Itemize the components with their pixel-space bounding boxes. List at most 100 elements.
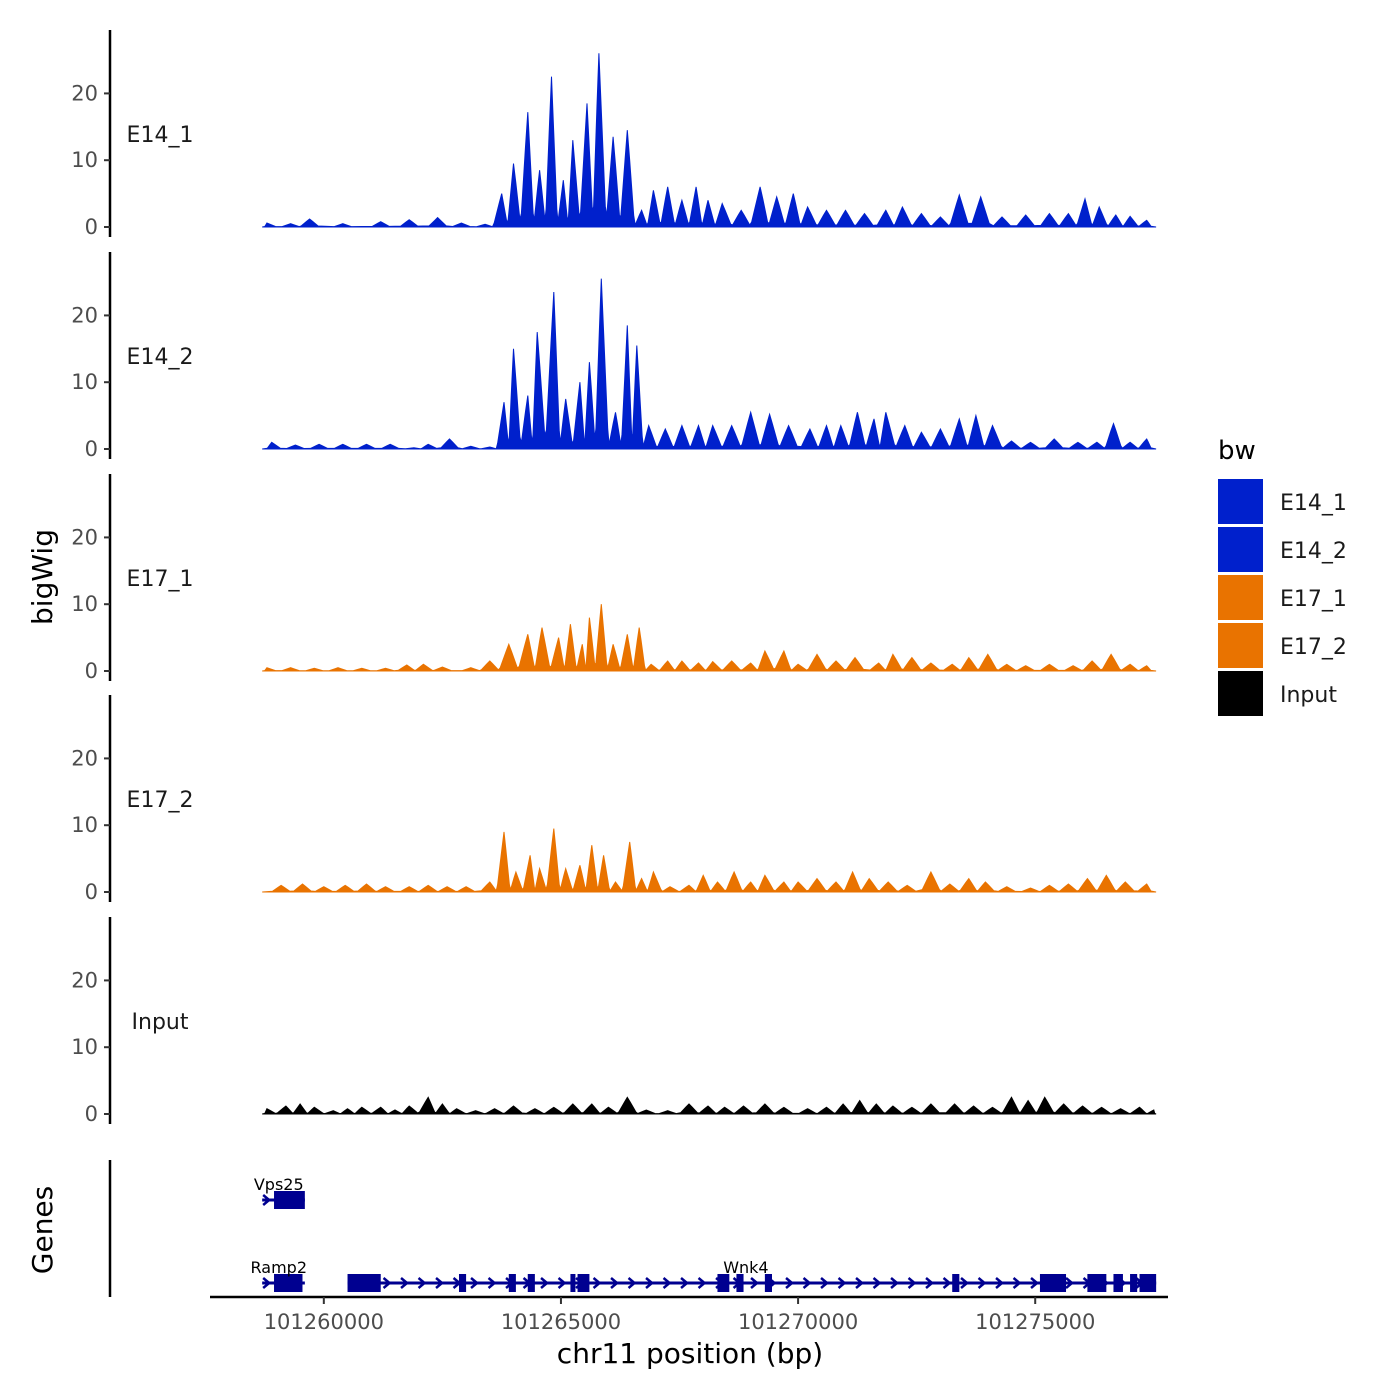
strand-chevron: [802, 1277, 812, 1289]
track-e14-1: 0 10 20 E14_1: [71, 30, 1157, 239]
y-tick-label: 20: [71, 968, 98, 992]
signal-area-e14_2: [262, 278, 1157, 450]
gene-label: Wnk4: [723, 1258, 768, 1277]
y-tick-label: 20: [71, 303, 98, 327]
strand-chevron: [942, 1277, 952, 1289]
signal-area-e17_1: [262, 604, 1157, 672]
y-tick-label: 10: [71, 370, 98, 394]
exon: [570, 1274, 576, 1292]
exon: [527, 1274, 535, 1292]
strand-chevron: [262, 1277, 272, 1289]
y-tick-label: 0: [85, 437, 98, 461]
track-label: E17_2: [127, 788, 194, 813]
exon: [347, 1274, 381, 1292]
x-axis: 101260000 101265000 101270000 101275000: [210, 1295, 1168, 1334]
strand-chevron: [925, 1277, 934, 1289]
y-tick-label: 0: [85, 880, 98, 904]
legend-swatch-e17_2: [1218, 623, 1263, 668]
exon: [717, 1274, 730, 1292]
strand-chevron: [890, 1277, 899, 1289]
strand-chevron: [610, 1277, 619, 1289]
strand-chevron: [645, 1277, 654, 1289]
strand-chevron: [995, 1277, 1004, 1289]
gene-vps25: Vps25: [254, 1175, 305, 1209]
track-label: E17_1: [127, 567, 194, 592]
exon: [1130, 1274, 1138, 1292]
exon: [1087, 1274, 1107, 1292]
y-tick-label: 20: [71, 525, 98, 549]
legend-swatch-e17_1: [1218, 575, 1263, 620]
signal-area-e17_2: [262, 828, 1157, 893]
x-tick-label: 101270000: [738, 1310, 858, 1334]
x-tick-label: 101265000: [501, 1310, 621, 1334]
legend-label: E14_1: [1280, 491, 1347, 516]
track-input: 0 10 20 Input: [71, 917, 1157, 1126]
signal-area-input: [262, 1096, 1157, 1115]
track-e14-2: 0 10 20 E14_2: [71, 252, 1157, 461]
track-e17-2: 0 10 20 E17_2: [71, 695, 1157, 904]
exon: [736, 1274, 744, 1292]
gene-label: Vps25: [254, 1175, 304, 1194]
legend-swatch-input: [1218, 671, 1263, 716]
x-axis-title: chr11 position (bp): [557, 1337, 823, 1370]
strand-chevron: [662, 1277, 672, 1289]
exon: [1113, 1274, 1123, 1292]
genes-track: Vps25 Ramp2 Wnk4: [108, 1160, 1157, 1297]
strand-chevron: [262, 1194, 272, 1206]
y-tick-label: 20: [71, 81, 98, 105]
signal-tracks: 0 10 20 E14_1 0 10 20 E14_2 0 10 20 E17_1 0 10 20 E17_2…: [71, 30, 1157, 1126]
strand-chevron: [557, 1277, 567, 1289]
strand-chevron: [837, 1277, 847, 1289]
legend-label: E17_2: [1280, 635, 1347, 660]
x-tick-label: 101275000: [975, 1310, 1095, 1334]
y-tick-label: 0: [85, 659, 98, 683]
strand-chevron: [435, 1277, 444, 1289]
strand-chevron: [540, 1277, 549, 1289]
legend-label: E14_2: [1280, 539, 1347, 564]
track-label: E14_1: [127, 123, 194, 148]
strand-chevron: [592, 1277, 602, 1289]
strand-chevron: [487, 1277, 497, 1289]
track-label: Input: [132, 1010, 189, 1035]
strand-chevron: [977, 1277, 987, 1289]
legend-swatch-e14_2: [1218, 527, 1263, 572]
x-tick-label: 101260000: [264, 1310, 384, 1334]
strand-chevron: [960, 1277, 969, 1289]
exon: [764, 1274, 772, 1292]
strand-chevron: [872, 1277, 882, 1289]
legend-label: Input: [1280, 683, 1337, 708]
strand-chevron: [750, 1277, 759, 1289]
strand-chevron: [1065, 1277, 1074, 1289]
exon: [274, 1274, 303, 1292]
strand-chevron: [470, 1277, 479, 1289]
strand-chevron: [697, 1277, 707, 1289]
legend: bw E14_1 E14_2 E17_1 E17_2 Input: [1218, 436, 1347, 716]
legend-label: E17_1: [1280, 587, 1347, 612]
strand-chevron: [417, 1277, 427, 1289]
strand-chevron: [400, 1277, 409, 1289]
y-tick-label: 0: [85, 1102, 98, 1126]
strand-chevron: [627, 1277, 637, 1289]
track-label: E14_2: [127, 345, 194, 370]
exon: [1039, 1274, 1067, 1292]
gene-wnk4: Wnk4: [347, 1258, 1157, 1292]
y-tick-label: 10: [71, 1035, 98, 1059]
gene-label: Ramp2: [251, 1258, 308, 1277]
strand-chevron: [820, 1277, 829, 1289]
y-tick-label: 20: [71, 746, 98, 770]
y-tick-label: 10: [71, 148, 98, 172]
strand-chevron: [907, 1277, 917, 1289]
y-tick-label: 0: [85, 215, 98, 239]
exon: [952, 1274, 960, 1292]
strand-chevron: [855, 1277, 864, 1289]
exon: [577, 1274, 590, 1292]
exon: [458, 1274, 467, 1292]
signal-area-e14_1: [262, 53, 1157, 228]
y-tick-label: 10: [71, 813, 98, 837]
genes-axis-title: Genes: [26, 1186, 59, 1274]
exon: [1139, 1274, 1157, 1292]
exon: [508, 1274, 516, 1292]
track-e17-1: 0 10 20 E17_1: [71, 474, 1157, 683]
y-axis-title: bigWig: [26, 529, 59, 625]
